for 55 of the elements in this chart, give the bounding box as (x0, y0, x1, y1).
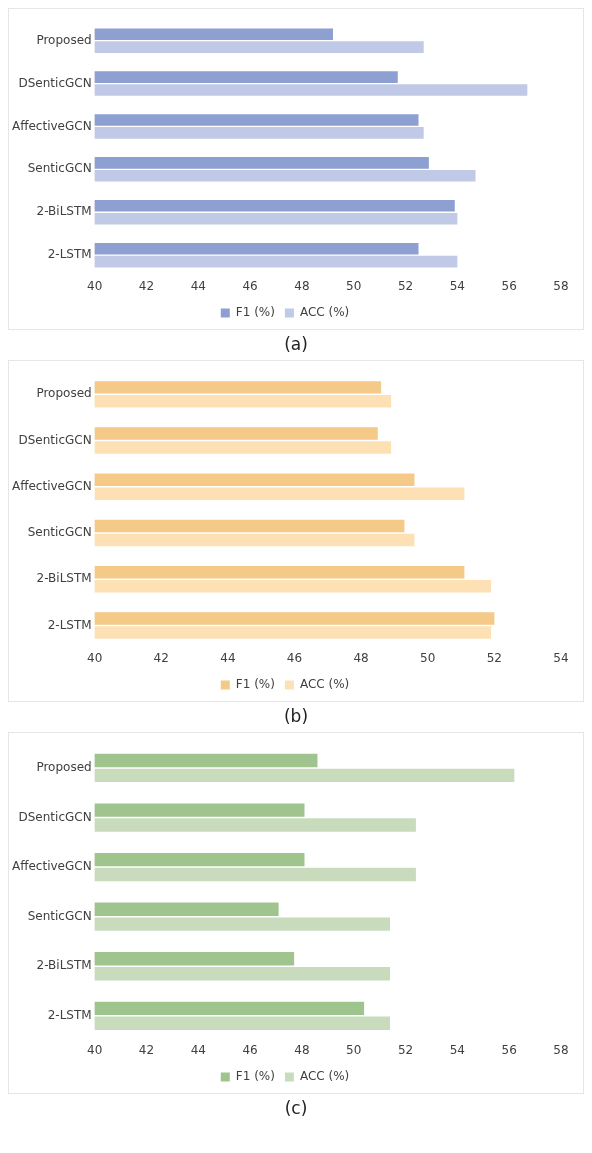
y-tick-label: 2-BiLSTM (36, 958, 92, 973)
x-tick-label: 48 (294, 278, 310, 293)
text: (b) (282, 706, 310, 726)
y-tick-label: AffectiveGCN (11, 118, 92, 133)
text: (c) (283, 1098, 309, 1118)
x-tick-label: 56 (501, 278, 517, 293)
x-tick-label: 44 (220, 650, 236, 665)
x-tick-label: 54 (449, 1042, 465, 1057)
y-tick-label: SenticGCN (27, 908, 92, 923)
legend-label: F1 (%) (235, 305, 275, 320)
x-tick-label: 52 (486, 650, 503, 665)
x-tick-label: 48 (294, 1042, 310, 1057)
y-tick-label: SenticGCN (27, 525, 92, 540)
y-tick-label: 2-LSTM (47, 1007, 92, 1022)
x-tick-label: 42 (138, 278, 155, 293)
legend-label: ACC (%) (299, 1069, 350, 1084)
y-tick-label: 2-LSTM (47, 247, 92, 262)
x-tick-label: 54 (449, 278, 465, 293)
y-tick-label: AffectiveGCN (11, 859, 92, 874)
x-tick-label: 50 (420, 650, 436, 665)
legend-label: F1 (%) (235, 1069, 275, 1084)
legend-label: ACC (%) (299, 305, 350, 320)
x-tick-label: 46 (242, 1042, 258, 1057)
x-tick-label: 52 (397, 278, 414, 293)
y-tick-label: DSenticGCN (18, 432, 92, 447)
x-tick-label: 40 (86, 278, 103, 293)
y-tick-label: Proposed (36, 32, 92, 47)
x-tick-label: 54 (553, 650, 569, 665)
y-tick-label: Proposed (36, 386, 92, 401)
y-tick-label: 2-LSTM (47, 617, 92, 632)
x-tick-label: 48 (353, 650, 369, 665)
legend-label: ACC (%) (299, 677, 350, 692)
y-tick-label: SenticGCN (27, 161, 92, 176)
y-tick-label: 2-BiLSTM (36, 571, 92, 586)
y-tick-label: 2-BiLSTM (36, 204, 92, 219)
x-tick-label: 44 (190, 1042, 206, 1057)
legend-label: F1 (%) (235, 677, 275, 692)
y-tick-label: DSenticGCN (18, 75, 92, 90)
x-tick-label: 52 (397, 1042, 414, 1057)
x-tick-label: 46 (286, 650, 303, 665)
y-tick-label: DSenticGCN (18, 809, 92, 824)
x-tick-label: 56 (501, 1042, 517, 1057)
x-tick-label: 40 (86, 1042, 103, 1057)
x-tick-label: 44 (190, 278, 206, 293)
x-tick-label: 58 (553, 1042, 569, 1057)
x-tick-label: 46 (242, 278, 258, 293)
x-tick-label: 58 (553, 278, 569, 293)
x-tick-label: 50 (346, 278, 362, 293)
x-tick-label: 50 (346, 1042, 362, 1057)
text: (a) (283, 334, 309, 354)
x-tick-label: 42 (138, 1042, 155, 1057)
y-tick-label: Proposed (36, 760, 92, 775)
x-tick-label: 42 (153, 650, 169, 665)
y-tick-label: AffectiveGCN (11, 478, 92, 493)
x-tick-label: 40 (86, 650, 103, 665)
